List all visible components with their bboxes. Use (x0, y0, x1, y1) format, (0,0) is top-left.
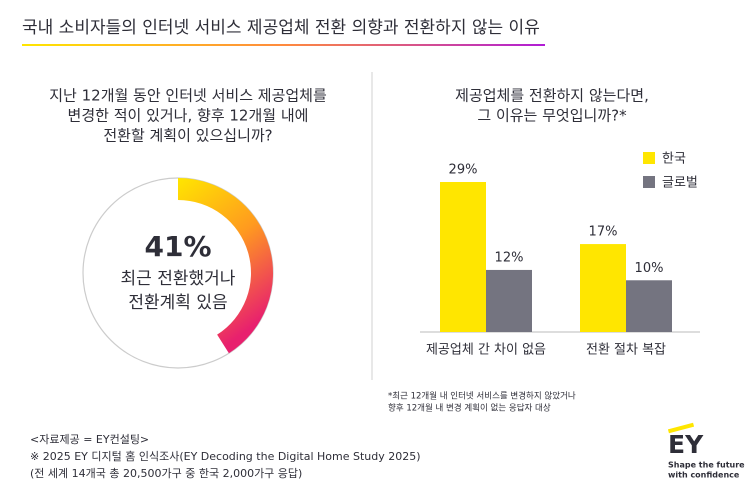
legend-label: 한국 (662, 152, 686, 167)
bar (580, 244, 626, 332)
title-underline (22, 44, 545, 46)
question: 그 이유는 무엇입니까?* (477, 107, 627, 125)
footnote: 향후 12개월 내 변경 계획이 없는 응답자 대상 (388, 403, 551, 414)
value-label: 29% (449, 163, 478, 178)
question: 전환할 계획이 있으십니까? (103, 127, 272, 145)
logo-name: EY (668, 430, 704, 459)
source-line: (전 세계 14개국 총 20,500가구 중 한국 2,000가구 응답) (30, 467, 302, 480)
legend-label: 글로벌 (662, 176, 698, 191)
legend-swatch (643, 152, 655, 164)
bar (626, 280, 672, 332)
donut-caption: 최근 전환했거나 (121, 269, 236, 289)
logo-bar (667, 422, 695, 434)
value-label: 12% (495, 250, 524, 265)
question: 제공업체를 전환하지 않는다면, (455, 87, 649, 105)
value-label: 17% (589, 225, 618, 240)
legend-swatch (643, 176, 655, 188)
footnote: *최근 12개월 내 인터넷 서비스를 변경하지 않았거나 (388, 391, 576, 402)
x-tick-label: 전환 절차 복잡 (586, 343, 666, 358)
page-title: 국내 소비자들의 인터넷 서비스 제공업체 전환 의향과 전환하지 않는 이유 (22, 18, 540, 38)
donut-value: 41% (144, 230, 211, 263)
value-label: 10% (635, 261, 664, 276)
donut-arc (178, 178, 274, 354)
source-line: <자료제공 = EY컨설팅> (30, 433, 149, 446)
question: 지난 12개월 동안 인터넷 서비스 제공업체를 (49, 87, 327, 105)
x-tick-label: 제공업체 간 차이 없음 (426, 343, 546, 358)
source-line: ※ 2025 EY 디지털 홈 인식조사(EY Decoding the Dig… (30, 449, 421, 463)
logo-tagline: with confidence (668, 471, 740, 480)
bar (486, 269, 532, 332)
logo-tagline: Shape the future (668, 461, 745, 470)
bar (440, 182, 486, 332)
question: 변경한 적이 있거나, 향후 12개월 내에 (68, 107, 309, 125)
donut-caption: 전환계획 있음 (128, 293, 227, 313)
